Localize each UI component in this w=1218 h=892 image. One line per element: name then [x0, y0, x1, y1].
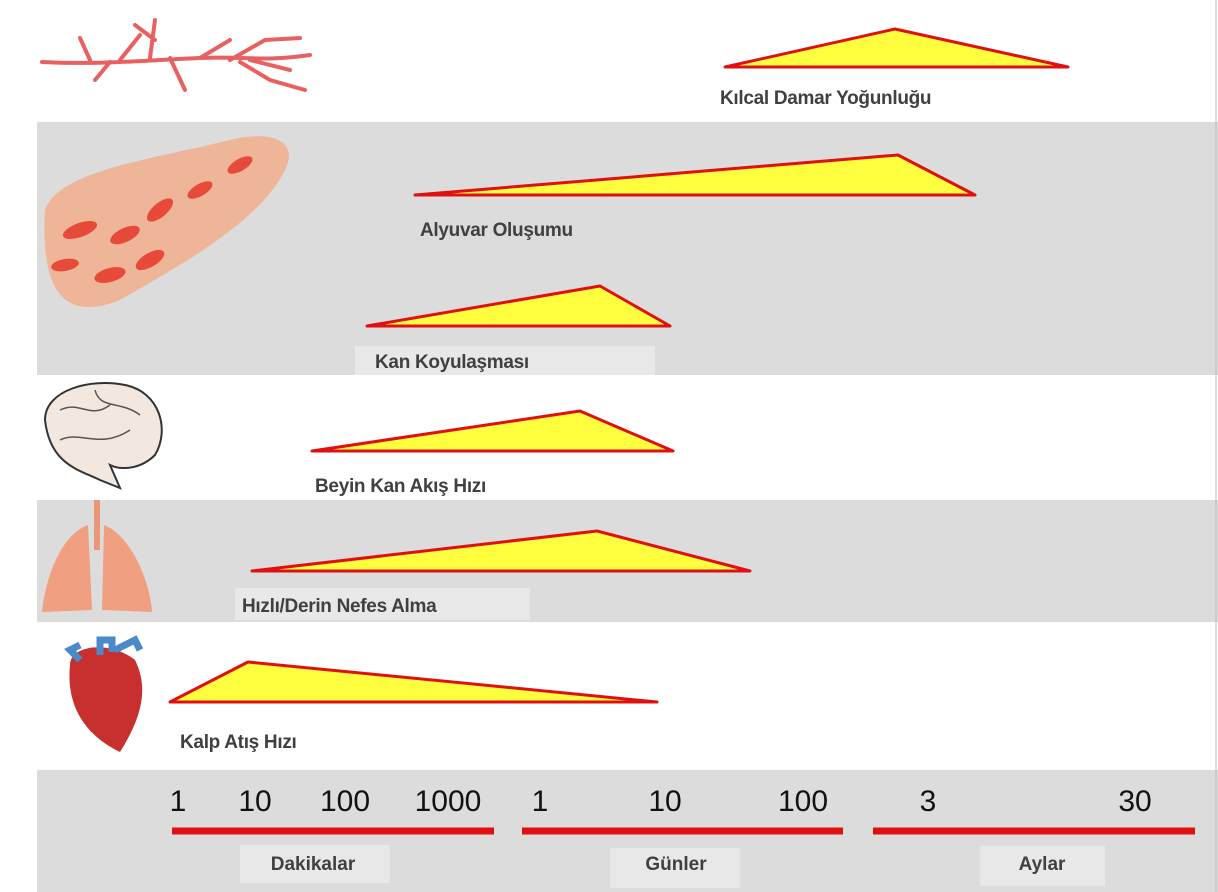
tick-label: 1 [532, 785, 549, 818]
blood-icon [44, 136, 289, 308]
tick-label: 10 [238, 785, 271, 818]
label-bg [610, 848, 740, 888]
trend-shape [168, 660, 659, 704]
label-bg [240, 845, 390, 883]
label-bg [235, 588, 530, 620]
trend-shape [250, 529, 752, 573]
label-bg [355, 346, 655, 375]
tick-label: 10 [648, 785, 681, 818]
row-label: Kan Koyulaşması [375, 352, 529, 373]
row-label: Beyin Kan Akış Hızı [315, 476, 486, 497]
group-label: Aylar [1019, 854, 1066, 875]
heart-icon [64, 635, 144, 752]
trend-shape [365, 284, 672, 328]
row-label: Kılcal Damar Yoğunluğu [720, 88, 931, 109]
row-label: Alyuvar Oluşumu [420, 220, 573, 241]
trend-shape [310, 409, 675, 453]
label-bg [980, 846, 1105, 886]
tick-label: 3 [920, 785, 937, 818]
row-label: Hızlı/Derin Nefes Alma [242, 596, 437, 617]
tick-label: 1000 [415, 785, 482, 818]
capillary-icon [40, 18, 312, 92]
trend-shape [413, 153, 977, 197]
tick-label: 100 [320, 785, 370, 818]
group-label: Dakikalar [271, 854, 356, 875]
timeline: 1 10 100 1000 Dakikalar 1 10 100 Günler 3 30 Aylar [170, 785, 1195, 875]
trend-shape [723, 27, 1070, 69]
lungs-icon [42, 500, 152, 612]
group-label: Günler [645, 854, 707, 875]
tick-label: 100 [778, 785, 828, 818]
brain-icon [43, 382, 163, 490]
tick-label: 1 [170, 785, 187, 818]
tick-label: 30 [1118, 785, 1151, 818]
row-label: Kalp Atış Hızı [180, 732, 297, 753]
